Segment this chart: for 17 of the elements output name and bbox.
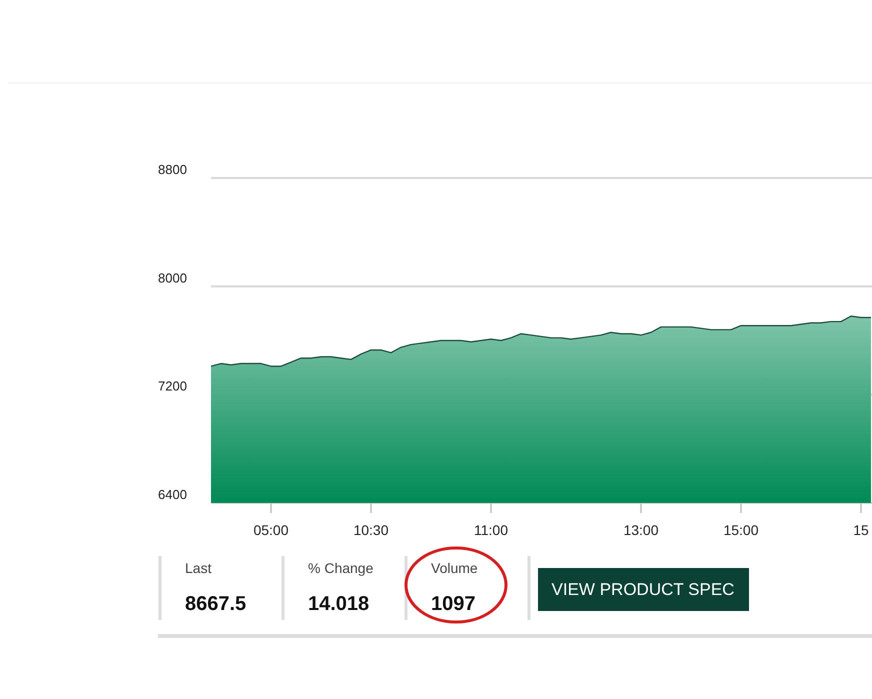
y-tick-label: 8000 — [158, 270, 187, 286]
x-tick-label: 11:00 — [474, 522, 508, 538]
text: 8667.5 — [185, 593, 246, 615]
x-tick-label: 10:30 — [353, 522, 389, 538]
x-tick-label: 05:00 — [253, 522, 289, 538]
x-tick-label: 15 — [853, 522, 869, 538]
y-tick-label: 8800 — [158, 162, 187, 177]
x-tick-label: 13:00 — [623, 522, 659, 538]
text: 1097 — [431, 593, 476, 615]
text: 14.018 — [308, 593, 370, 615]
x-tick-label: 15:00 — [723, 522, 759, 538]
text: % Change — [308, 560, 374, 576]
y-tick-label: 6400 — [158, 487, 187, 502]
y-tick-label: 7200 — [158, 378, 187, 394]
text: Last — [185, 560, 212, 576]
text: Volume — [431, 560, 478, 576]
button: VIEW PRODUCT SPEC — [538, 568, 749, 611]
